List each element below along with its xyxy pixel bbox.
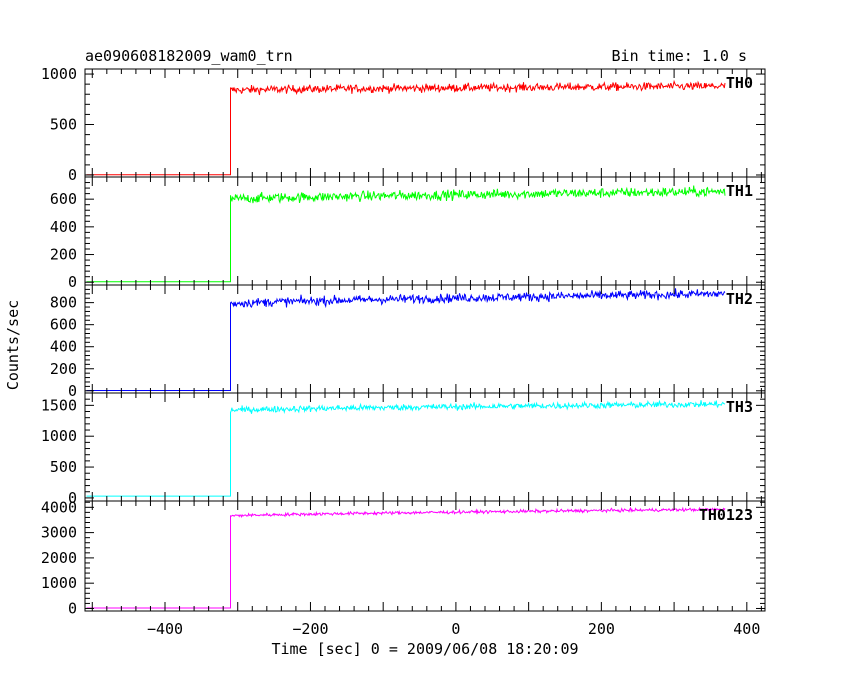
- y-axis-label: Counts/sec: [4, 300, 22, 390]
- y-tick-label: 0: [68, 273, 77, 291]
- y-tick-label: 0: [68, 166, 77, 184]
- series-label-th0: TH0: [726, 74, 753, 92]
- series-label-th1: TH1: [726, 182, 753, 200]
- y-tick-label: 0: [68, 489, 77, 507]
- y-tick-label: 4000: [41, 498, 77, 516]
- x-tick-label: −400: [147, 620, 183, 638]
- panel-frame: [84, 68, 766, 178]
- series-label-th3: TH3: [726, 398, 753, 416]
- y-tick-label: 500: [50, 116, 77, 134]
- panel-frame: [84, 392, 766, 502]
- y-tick-label: 1000: [41, 427, 77, 445]
- y-tick-label: 800: [50, 294, 77, 312]
- panel-frame: [84, 500, 766, 612]
- chart-title: ae090608182009_wam0_trn: [85, 47, 293, 65]
- series-label-th0123: TH0123: [699, 506, 753, 524]
- x-tick-label: 200: [588, 620, 615, 638]
- y-tick-label: 0: [68, 382, 77, 400]
- bin-time-label: Bin time: 1.0 s: [612, 47, 747, 65]
- y-tick-label: 600: [50, 316, 77, 334]
- y-tick-label: 400: [50, 218, 77, 236]
- y-tick-label: 1500: [41, 396, 77, 414]
- y-tick-label: 200: [50, 360, 77, 378]
- y-tick-label: 400: [50, 338, 77, 356]
- y-tick-label: 0: [68, 599, 77, 617]
- panel-th3: 0 500 1000 1500 TH3: [41, 392, 766, 507]
- x-axis-label: Time [sec] 0 = 2009/06/08 18:20:09: [271, 640, 578, 658]
- panel-th2: 0 200 400 600 800 TH2: [50, 284, 766, 400]
- x-tick-label: 0: [451, 620, 460, 638]
- y-tick-label: 3000: [41, 524, 77, 542]
- y-tick-label: 200: [50, 246, 77, 264]
- y-tick-label: 2000: [41, 549, 77, 567]
- y-tick-label: 500: [50, 458, 77, 476]
- series-line-th0: [86, 79, 726, 176]
- y-tick-label: 600: [50, 190, 77, 208]
- series-label-th2: TH2: [726, 290, 753, 308]
- series-line-th2: [86, 288, 726, 391]
- series-line-th3: [86, 399, 725, 497]
- series-line-th1: [86, 185, 726, 283]
- panel-th0: 0 500 1000 TH0: [41, 65, 766, 184]
- panel-th1: 0 200 400 600 TH1: [50, 176, 766, 291]
- x-tick-label: −200: [292, 620, 328, 638]
- x-tick-label: 400: [733, 620, 760, 638]
- panels-group: 0 500 1000 TH0 0 200 400 600 TH1 0 200 400 600 800 TH2…: [41, 65, 766, 638]
- series-line-th0123: [86, 506, 726, 609]
- panel-frame: [84, 284, 766, 394]
- panel-th0123: 0 1000 2000 3000 4000 TH0123: [41, 498, 766, 617]
- y-tick-label: 1000: [41, 65, 77, 83]
- y-tick-label: 1000: [41, 574, 77, 592]
